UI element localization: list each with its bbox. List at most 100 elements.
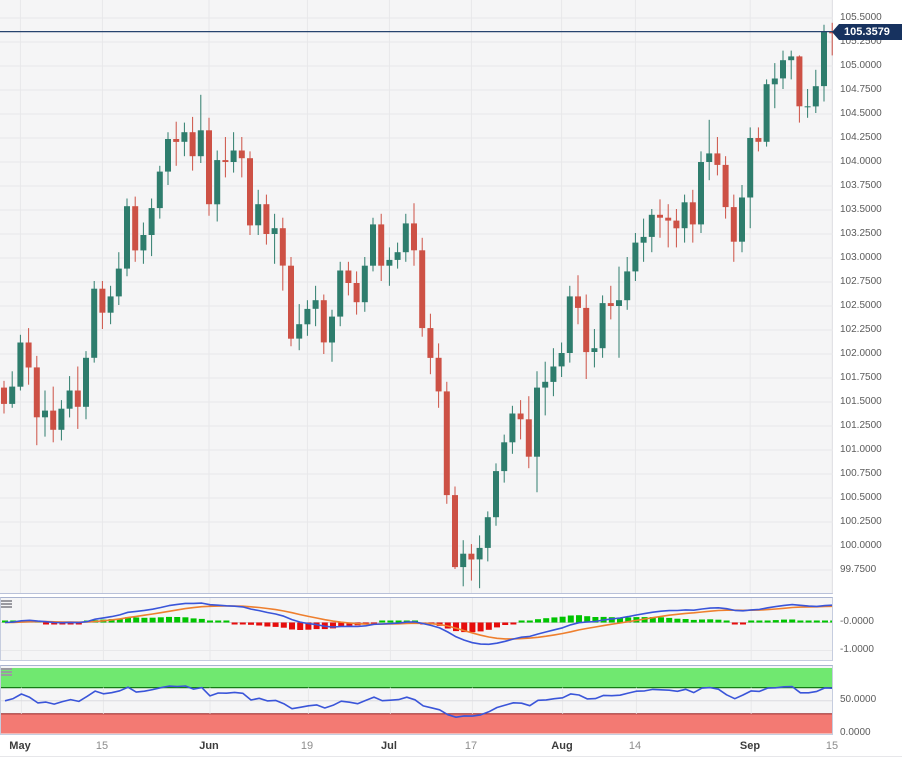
candle[interactable] <box>42 410 48 418</box>
candle[interactable] <box>689 202 696 225</box>
candle[interactable] <box>788 56 795 61</box>
candle[interactable] <box>238 150 245 159</box>
candle[interactable] <box>796 56 803 107</box>
candle[interactable] <box>345 270 352 284</box>
candle[interactable] <box>698 162 704 225</box>
candle[interactable] <box>648 214 655 237</box>
candle[interactable] <box>714 153 721 165</box>
candle[interactable] <box>435 357 442 392</box>
candle[interactable] <box>304 308 311 325</box>
candle[interactable] <box>279 228 286 266</box>
candle[interactable] <box>148 208 155 235</box>
candle[interactable] <box>83 357 89 407</box>
candle[interactable] <box>33 367 40 418</box>
time-axis[interactable]: May 15 Jun 19 Jul 17 Aug 14 Sep 15 <box>0 735 902 763</box>
candle[interactable] <box>386 259 393 266</box>
candle[interactable] <box>156 171 163 209</box>
candle[interactable] <box>722 164 729 208</box>
candle[interactable] <box>771 78 778 85</box>
candle[interactable] <box>247 158 253 226</box>
candle[interactable] <box>607 303 614 306</box>
candle[interactable] <box>25 342 32 368</box>
candle[interactable] <box>542 381 549 388</box>
candle[interactable] <box>124 206 130 269</box>
main-chart-canvas[interactable] <box>0 0 833 594</box>
candle[interactable] <box>599 303 606 349</box>
candle[interactable] <box>460 553 467 568</box>
candle[interactable] <box>558 353 565 367</box>
candle[interactable] <box>189 132 196 157</box>
candle[interactable] <box>402 223 409 253</box>
candle[interactable] <box>222 160 229 162</box>
candle[interactable] <box>747 138 754 198</box>
candle[interactable] <box>370 224 376 266</box>
candle[interactable] <box>140 235 147 251</box>
candle[interactable] <box>230 150 237 163</box>
rsi-canvas[interactable] <box>1 666 832 734</box>
candle[interactable] <box>780 60 786 79</box>
price-axis[interactable]: 105.5000 105.2500 105.0000 104.7500 104.5000… <box>833 0 902 738</box>
candle[interactable] <box>673 220 680 229</box>
candle[interactable] <box>525 419 532 457</box>
candle[interactable] <box>320 300 327 343</box>
candle[interactable] <box>501 442 508 472</box>
candle[interactable] <box>657 214 663 218</box>
candle[interactable] <box>763 84 770 142</box>
candle[interactable] <box>17 342 24 387</box>
candle[interactable] <box>624 271 631 301</box>
candle[interactable] <box>550 366 557 382</box>
candle[interactable] <box>640 236 647 243</box>
candle[interactable] <box>206 130 212 205</box>
candle[interactable] <box>312 300 319 309</box>
candle[interactable] <box>583 307 590 353</box>
candle[interactable] <box>427 328 434 358</box>
candle[interactable] <box>739 197 745 242</box>
candle[interactable] <box>517 413 524 420</box>
candle[interactable] <box>804 106 811 108</box>
candle[interactable] <box>181 132 188 142</box>
candle[interactable] <box>394 252 401 260</box>
candle[interactable] <box>197 130 204 157</box>
main-chart-panel[interactable] <box>0 0 833 594</box>
candle[interactable] <box>50 410 57 430</box>
candle[interactable] <box>271 228 278 234</box>
candle[interactable] <box>296 324 303 339</box>
candle[interactable] <box>493 471 499 518</box>
candle[interactable] <box>361 265 368 303</box>
candle[interactable] <box>509 413 516 443</box>
candle[interactable] <box>99 288 106 313</box>
candle[interactable] <box>337 270 344 317</box>
candle[interactable] <box>566 296 573 353</box>
candle[interactable] <box>115 268 122 297</box>
candle[interactable] <box>632 242 639 272</box>
candle[interactable] <box>9 386 16 404</box>
candle[interactable] <box>591 348 598 352</box>
candle[interactable] <box>616 300 622 306</box>
candle[interactable] <box>730 207 737 242</box>
candle[interactable] <box>411 223 417 251</box>
candle[interactable] <box>468 553 475 560</box>
macd-panel-menu-icon[interactable] <box>1 599 12 608</box>
rsi-panel-menu-icon[interactable] <box>1 667 12 676</box>
macd-panel[interactable] <box>0 597 833 661</box>
candle[interactable] <box>476 547 483 560</box>
candle[interactable] <box>329 316 335 343</box>
candle[interactable] <box>821 31 827 87</box>
candle[interactable] <box>534 387 540 457</box>
candle[interactable] <box>353 283 360 303</box>
candle[interactable] <box>419 250 426 329</box>
candle[interactable] <box>58 408 65 430</box>
candle[interactable] <box>288 265 294 339</box>
candle[interactable] <box>706 153 713 162</box>
candle[interactable] <box>132 206 139 251</box>
candle[interactable] <box>1 387 7 404</box>
candle[interactable] <box>378 224 385 266</box>
candle[interactable] <box>484 517 491 548</box>
candle[interactable] <box>665 217 672 221</box>
candle[interactable] <box>66 390 73 409</box>
candle[interactable] <box>263 204 270 234</box>
candle[interactable] <box>74 390 81 407</box>
rsi-panel[interactable] <box>0 665 833 735</box>
candle[interactable] <box>575 296 581 308</box>
candle[interactable] <box>755 138 762 142</box>
